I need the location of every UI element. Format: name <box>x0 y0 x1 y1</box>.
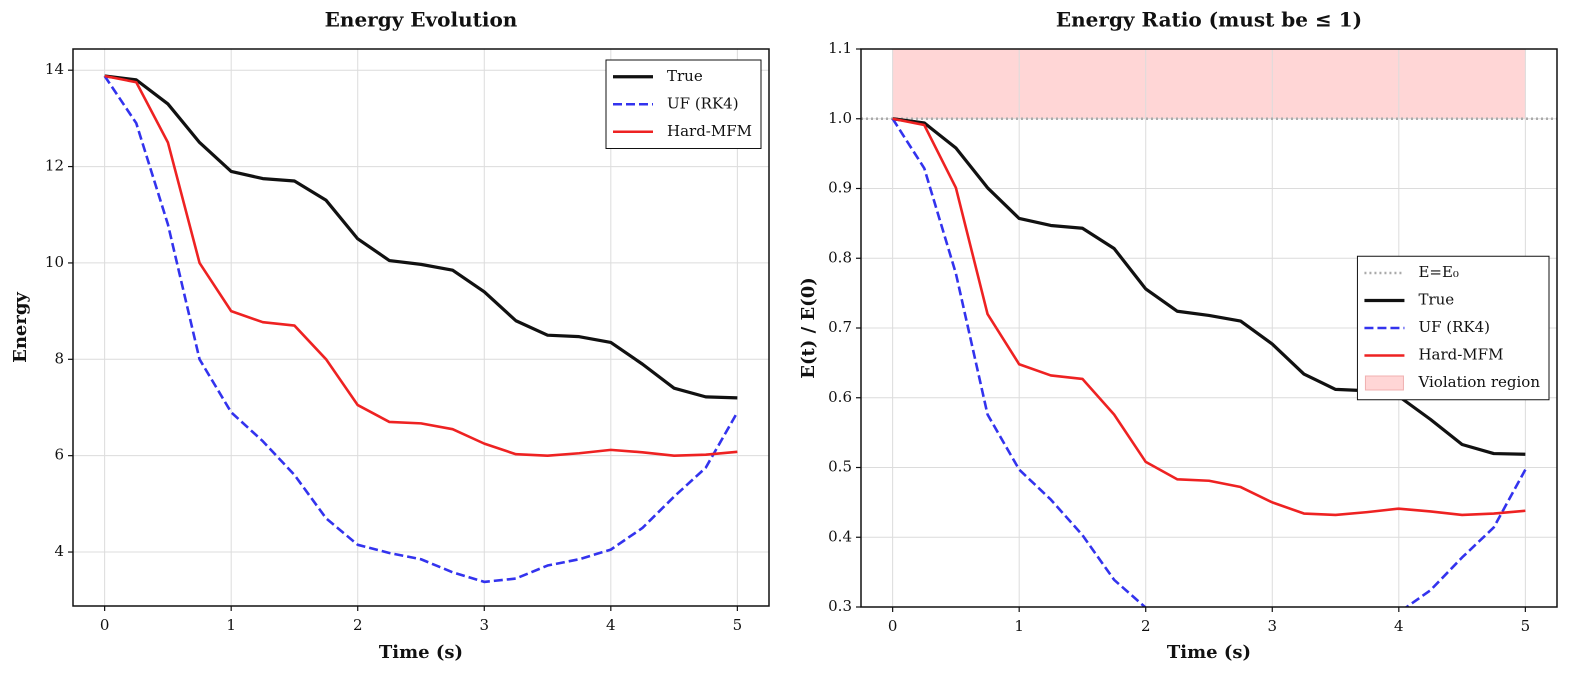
y-tick-label: 0.5 <box>828 458 852 476</box>
x-axis-label: Time (s) <box>379 642 463 663</box>
legend-label: E=E₀ <box>1418 263 1458 281</box>
y-tick-label: 1.0 <box>828 109 852 127</box>
y-tick-label: 0.9 <box>828 179 852 197</box>
series-line <box>892 117 1526 517</box>
legend-label: UF (RK4) <box>667 94 739 112</box>
x-tick-label: 3 <box>1267 617 1277 635</box>
x-tick-label: 0 <box>888 617 898 635</box>
plot-frame <box>860 48 1558 608</box>
violation-region <box>892 48 1526 119</box>
x-axis-label: Time (s) <box>1167 642 1251 663</box>
y-axis-label: Energy <box>10 292 31 363</box>
y-tick-label: 8 <box>54 349 64 367</box>
x-tick-label: 4 <box>606 616 616 634</box>
legend-label: Violation region <box>1417 373 1540 391</box>
legend-frame <box>605 59 762 149</box>
x-tick-label: 0 <box>100 616 110 634</box>
y-tick-label: 10 <box>45 253 64 271</box>
legend-label: UF (RK4) <box>1418 318 1490 336</box>
x-tick-label: 4 <box>1394 617 1404 635</box>
y-tick-label: 0.8 <box>828 248 852 266</box>
y-tick-label: 0.4 <box>828 527 852 545</box>
y-axis-label: E(t) / E(0) <box>798 277 819 378</box>
y-tick-label: 4 <box>54 542 64 560</box>
legend-label: True <box>667 67 703 85</box>
y-tick-label: 6 <box>54 446 64 464</box>
chart-title: Energy Evolution <box>325 8 518 32</box>
x-tick-label: 3 <box>479 616 489 634</box>
y-tick-label: 0.3 <box>828 597 852 615</box>
y-tick-label: 12 <box>45 157 64 175</box>
series-line <box>104 74 738 457</box>
legend-swatch <box>1364 375 1404 391</box>
legend-label: True <box>1418 291 1454 309</box>
x-tick-label: 2 <box>353 616 363 634</box>
y-tick-label: 0.6 <box>828 388 852 406</box>
legend: E=E₀ True UF (RK4) Hard-MFM Violation region <box>1356 255 1550 401</box>
series-line <box>103 75 739 584</box>
series-line <box>104 74 738 400</box>
x-tick-label: 1 <box>1014 617 1024 635</box>
chart-title: Energy Ratio (must be ≤ 1) <box>1056 8 1362 32</box>
x-tick-label: 5 <box>733 616 743 634</box>
x-tick-label: 1 <box>226 616 236 634</box>
legend: True UF (RK4) Hard-MFM <box>605 59 762 149</box>
legend-label: Hard-MFM <box>667 122 752 140</box>
plot-frame <box>72 48 770 607</box>
series-line <box>892 117 1526 456</box>
y-tick-label: 14 <box>45 60 64 78</box>
x-tick-label: 5 <box>1521 617 1531 635</box>
panel: Energy Ratio (must be ≤ 1) Time (s) E(t) /… <box>798 8 1558 663</box>
y-tick-label: 0.7 <box>828 318 852 336</box>
y-tick-label: 1.1 <box>828 39 852 57</box>
x-tick-label: 2 <box>1141 617 1151 635</box>
legend-label: Hard-MFM <box>1418 346 1503 364</box>
